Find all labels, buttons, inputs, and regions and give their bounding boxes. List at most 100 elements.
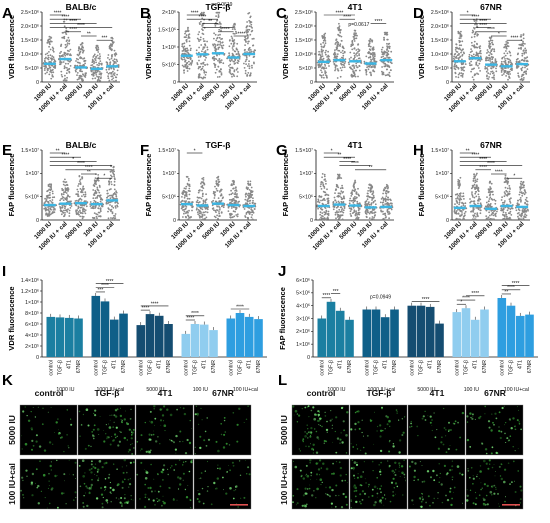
data-point xyxy=(369,64,371,67)
micrograph-image xyxy=(19,404,78,456)
data-point xyxy=(507,73,510,76)
data-point xyxy=(74,69,77,72)
data-point xyxy=(475,207,478,209)
data-point xyxy=(489,203,492,205)
data-point xyxy=(186,61,189,64)
bar xyxy=(235,313,245,357)
data-point xyxy=(335,55,338,58)
data-point xyxy=(373,196,375,199)
data-point xyxy=(332,208,335,211)
data-point xyxy=(524,66,526,69)
data-point xyxy=(381,51,384,54)
data-point xyxy=(249,21,252,23)
data-point xyxy=(336,213,339,216)
fluorescent-signal xyxy=(30,411,32,413)
data-point xyxy=(387,191,389,194)
data-point xyxy=(91,73,94,76)
data-point xyxy=(370,210,373,213)
data-point xyxy=(341,208,344,210)
data-point xyxy=(349,197,352,200)
data-point xyxy=(462,204,465,207)
data-point xyxy=(109,204,111,206)
data-point xyxy=(108,180,110,183)
data-point xyxy=(341,191,344,194)
data-point xyxy=(47,185,50,188)
data-point xyxy=(462,192,465,195)
data-point xyxy=(477,186,480,189)
data-point xyxy=(383,50,386,53)
data-point xyxy=(336,216,339,218)
data-point xyxy=(383,38,385,41)
data-point xyxy=(234,206,237,209)
data-point xyxy=(185,40,188,43)
data-point xyxy=(340,69,343,72)
significance-label: **** xyxy=(343,157,351,163)
data-point xyxy=(201,218,204,221)
bar-label: TGF-β xyxy=(329,360,335,375)
data-point xyxy=(110,181,113,183)
data-point xyxy=(353,73,356,76)
data-point xyxy=(230,193,233,196)
data-point xyxy=(343,205,345,208)
data-point xyxy=(523,51,526,54)
data-point xyxy=(492,72,495,74)
data-point xyxy=(188,193,191,196)
data-point xyxy=(92,70,94,72)
data-point xyxy=(49,213,51,216)
data-point xyxy=(77,211,80,213)
data-point xyxy=(323,187,326,189)
data-point xyxy=(500,60,503,63)
data-point xyxy=(69,48,72,51)
data-point xyxy=(506,72,508,75)
data-group-4 xyxy=(514,180,529,221)
data-point xyxy=(354,75,357,78)
data-point xyxy=(488,54,490,57)
data-point xyxy=(350,45,352,48)
data-point xyxy=(213,62,216,65)
data-point xyxy=(236,67,239,70)
data-point xyxy=(82,185,85,188)
y-tick-label: 0 xyxy=(310,80,313,86)
data-point xyxy=(521,212,523,215)
data-point xyxy=(231,216,234,219)
data-point xyxy=(353,40,356,42)
data-point xyxy=(354,199,356,202)
data-point xyxy=(318,218,321,221)
data-point xyxy=(342,211,345,214)
data-point xyxy=(477,202,479,205)
bar-label: 67NR xyxy=(211,360,217,374)
data-point xyxy=(94,180,96,183)
data-point xyxy=(520,75,523,78)
data-point xyxy=(369,38,372,40)
data-point xyxy=(370,202,373,205)
data-point xyxy=(232,54,235,57)
data-point xyxy=(457,197,459,200)
data-point xyxy=(100,73,102,76)
data-point xyxy=(509,202,512,204)
data-point xyxy=(51,75,54,78)
data-point xyxy=(336,27,339,29)
data-point xyxy=(195,208,198,211)
y-tick-label: 1.5×10⁷ xyxy=(295,148,313,154)
data-point xyxy=(494,59,497,62)
significance-label: * xyxy=(460,300,462,306)
significance-label: **** xyxy=(69,27,77,33)
data-point xyxy=(490,53,493,56)
data-point xyxy=(322,74,325,76)
data-point xyxy=(475,215,477,218)
data-point xyxy=(472,184,475,187)
data-point xyxy=(206,63,209,66)
data-point xyxy=(355,37,358,40)
data-point xyxy=(380,56,383,59)
data-point xyxy=(339,214,342,217)
data-point xyxy=(112,67,115,70)
group-label: 5000 IU xyxy=(417,387,435,393)
data-point xyxy=(190,63,193,66)
data-point xyxy=(196,37,199,40)
data-point xyxy=(473,40,476,43)
data-point xyxy=(237,60,240,63)
data-point xyxy=(382,61,384,64)
data-point xyxy=(68,212,71,215)
data-point xyxy=(44,197,46,200)
data-point xyxy=(183,200,186,203)
